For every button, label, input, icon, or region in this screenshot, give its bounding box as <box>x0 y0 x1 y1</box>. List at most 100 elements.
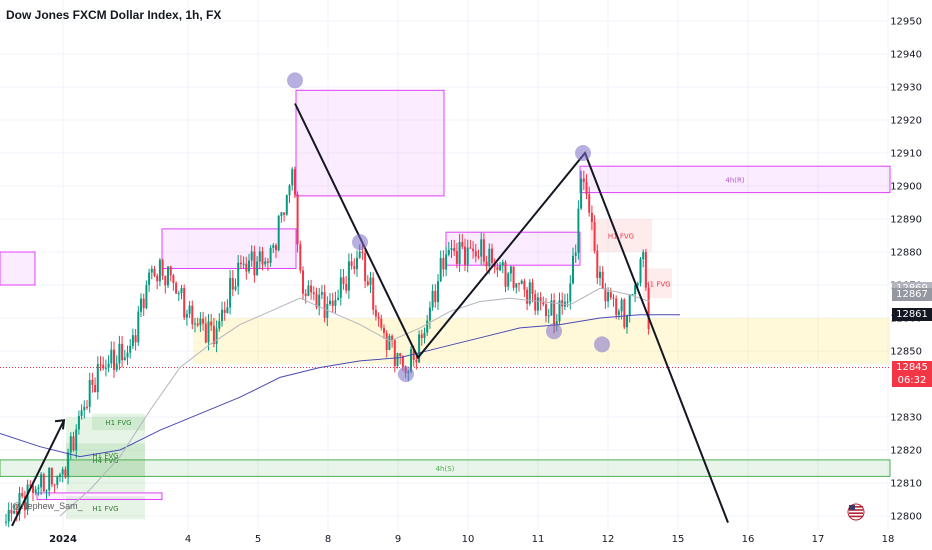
zone-label: H1 FVG <box>105 419 131 427</box>
x-tick-label: 11 <box>532 534 545 545</box>
candle-body <box>588 194 591 213</box>
candle-body <box>361 251 364 253</box>
candle-body <box>383 327 385 333</box>
candle-body <box>277 215 280 251</box>
candle-body <box>391 335 394 341</box>
candle-body <box>15 510 18 515</box>
zone-fvg-green <box>66 443 145 477</box>
swing-point-marker <box>546 323 562 340</box>
zone-label: H1 FVG <box>644 280 670 288</box>
candle-body <box>180 288 183 294</box>
candle-body <box>88 380 91 407</box>
swing-point-marker <box>352 234 368 251</box>
candle-body <box>75 429 78 451</box>
y-tick-label: 12910 <box>890 149 922 160</box>
candle-body <box>337 297 340 300</box>
y-tick-label: 12800 <box>890 512 922 523</box>
candle-body <box>77 415 80 430</box>
candle-body <box>137 311 140 343</box>
candle-body <box>377 316 380 319</box>
candle-body <box>256 261 259 276</box>
candle-body <box>320 292 323 295</box>
candle-body <box>474 251 477 257</box>
candle-body <box>353 265 356 270</box>
candle-body <box>204 323 207 343</box>
x-tick-label: 17 <box>812 534 825 545</box>
candle-body <box>437 281 439 303</box>
candle-body <box>242 263 245 265</box>
candle-body <box>312 292 315 295</box>
candle-body <box>234 286 237 290</box>
candle-body <box>590 212 593 223</box>
candle-body <box>80 410 83 416</box>
candle-body <box>393 340 396 367</box>
candle-body <box>161 259 164 276</box>
candle-body <box>48 467 51 491</box>
candle-body <box>250 251 253 261</box>
zone-bearish <box>579 165 891 194</box>
candle-body <box>364 252 367 282</box>
candle-body <box>442 257 445 270</box>
flag-stripe <box>849 506 863 508</box>
zone-support <box>193 318 890 365</box>
candle-body <box>229 278 232 308</box>
candle-body <box>191 305 194 325</box>
x-tick-label: 10 <box>462 534 475 545</box>
candle-body <box>399 353 402 357</box>
candle-body <box>445 254 448 270</box>
candle-body <box>64 469 67 478</box>
candle-body <box>501 262 504 266</box>
candle-body <box>617 311 620 316</box>
candle-body <box>280 212 283 216</box>
candle-body <box>96 364 99 393</box>
candle-body <box>10 509 13 514</box>
candle-body <box>315 294 318 308</box>
candle-body <box>86 406 88 408</box>
candle-body <box>126 352 129 358</box>
swing-point-marker <box>398 366 414 383</box>
candle-body <box>609 291 612 298</box>
candle-body <box>528 282 531 304</box>
candle-body <box>261 251 264 265</box>
candle-body <box>50 467 53 485</box>
y-tick-label: 12850 <box>890 347 922 358</box>
candle-body <box>485 261 488 267</box>
candle-body <box>23 496 26 511</box>
candle-body <box>410 348 412 372</box>
candle-body <box>434 290 437 303</box>
candle-body <box>221 309 223 322</box>
candle-body <box>347 261 350 291</box>
x-tick-label: 5 <box>255 534 261 545</box>
candle-body <box>329 300 331 304</box>
candle-body <box>593 222 596 251</box>
candle-body <box>464 246 466 265</box>
swing-point-marker <box>575 145 591 161</box>
candle-body <box>385 332 388 350</box>
candle-body <box>199 318 202 326</box>
candle-body <box>358 251 361 258</box>
candle-body <box>466 247 469 265</box>
candle-body <box>604 288 607 302</box>
swing-lines <box>11 103 729 527</box>
candle-body <box>285 195 288 215</box>
x-tick-label: 8 <box>325 534 331 545</box>
candle-body <box>245 263 248 272</box>
candle-body <box>482 239 485 262</box>
candle-body <box>428 307 431 321</box>
zone-label: H4 FVG <box>92 457 118 465</box>
candle-body <box>296 194 299 245</box>
candle-body <box>13 510 16 514</box>
y-tick-label: 12950 <box>890 17 922 28</box>
candle-body <box>401 356 404 367</box>
candle-body <box>283 212 286 215</box>
candle-body <box>642 252 645 260</box>
swing-markers <box>287 72 610 383</box>
candle-body <box>431 290 434 308</box>
candle-body <box>7 509 10 522</box>
candle-body <box>599 271 601 278</box>
candle-body <box>269 247 272 263</box>
candle-body <box>515 283 518 288</box>
zone-bearish <box>445 231 581 266</box>
candle-body <box>345 284 348 291</box>
